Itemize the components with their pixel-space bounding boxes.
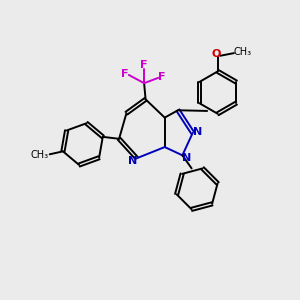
- Text: F: F: [121, 69, 129, 79]
- Text: F: F: [158, 72, 166, 82]
- Text: CH₃: CH₃: [30, 150, 49, 160]
- Text: CH₃: CH₃: [234, 47, 252, 57]
- Text: N: N: [194, 127, 202, 137]
- Text: N: N: [182, 153, 191, 163]
- Text: N: N: [128, 156, 137, 166]
- Text: F: F: [140, 60, 148, 70]
- Text: O: O: [212, 49, 221, 59]
